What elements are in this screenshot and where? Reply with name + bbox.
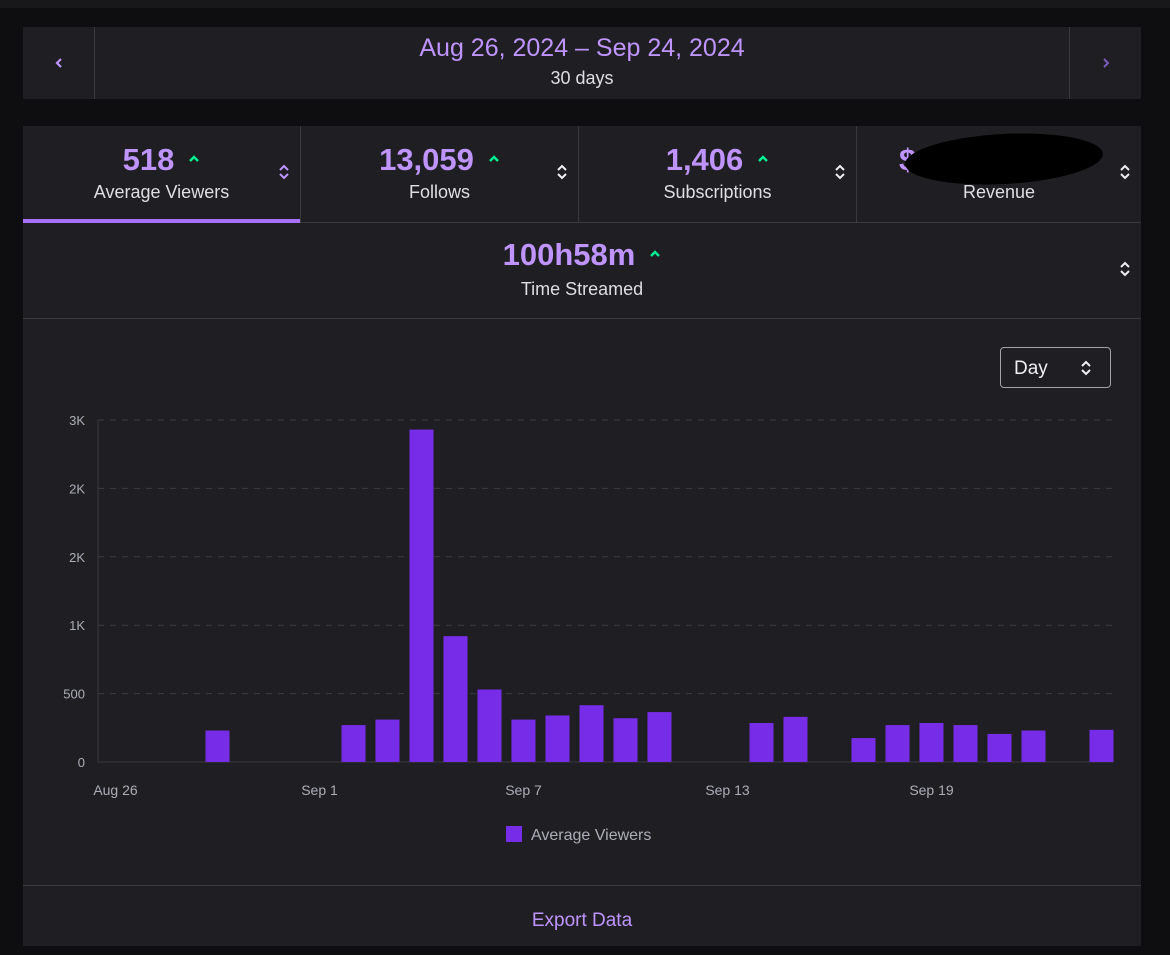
bar-sep-20[interactable] <box>953 725 978 762</box>
trend-up-icon <box>489 155 499 162</box>
date-range-length: 30 days <box>550 68 614 88</box>
bar-sep-18[interactable] <box>885 725 910 762</box>
date-range-title: Aug 26, 2024 – Sep 24, 2024 <box>419 34 745 62</box>
subscriptions-value: 1,406 <box>665 142 744 177</box>
bar-sep-2[interactable] <box>341 725 366 762</box>
redaction-mark <box>903 128 1105 190</box>
follows-value: 13,059 <box>379 142 474 177</box>
trend-up-icon <box>650 250 661 257</box>
y-tick-label: 1K <box>69 618 85 633</box>
tab-subscriptions[interactable]: 1,406 Subscriptions <box>579 126 857 222</box>
select-arrows-icon <box>1081 360 1091 376</box>
bar-sep-3[interactable] <box>375 719 400 762</box>
interval-select-value: Day <box>1014 358 1048 379</box>
bar-sep-9[interactable] <box>579 705 604 762</box>
legend-label[interactable]: Average Viewers <box>531 827 651 844</box>
y-tick-label: 2K <box>69 481 85 496</box>
time-streamed-value: 100h58m <box>502 237 636 272</box>
sort-icon[interactable] <box>1119 162 1131 182</box>
subscriptions-label: Subscriptions <box>663 182 772 202</box>
x-tick-label: Aug 26 <box>93 782 138 798</box>
x-tick-label: Sep 1 <box>301 782 338 798</box>
sort-icon[interactable] <box>278 162 290 182</box>
bar-sep-4[interactable] <box>409 429 434 762</box>
chevron-right-icon <box>1102 58 1109 68</box>
y-tick-label: 3K <box>69 413 85 428</box>
bar-sep-6[interactable] <box>477 689 502 762</box>
y-tick-label: 0 <box>78 755 85 770</box>
bar-sep-24[interactable] <box>1089 729 1114 762</box>
stats-panel: 518 Average Viewers 13,059 Follows 1,406… <box>23 126 1141 946</box>
x-tick-label: Sep 7 <box>505 782 542 798</box>
bar-aug-29[interactable] <box>205 730 230 762</box>
time-streamed-label: Time Streamed <box>520 279 644 299</box>
follows-label: Follows <box>408 182 470 202</box>
average-viewers-label: Average Viewers <box>93 182 230 202</box>
bar-sep-22[interactable] <box>1021 730 1046 762</box>
average-viewers-chart: 0 500 1K 2K 2K 3K Aug 26 Sep 1 Sep 7 Sep 13 Sep 19… <box>63 413 1114 844</box>
date-range-display[interactable]: Aug 26, 2024 – Sep 24, 2024 30 days <box>94 27 1070 99</box>
trend-up-icon <box>758 155 769 162</box>
bar-sep-11[interactable] <box>647 712 672 762</box>
export-bar: Export Data <box>23 885 1141 947</box>
trend-up-icon <box>189 155 200 162</box>
tab-revenue[interactable]: $ Revenue <box>857 126 1141 222</box>
tab-time-streamed[interactable]: 100h58m Time Streamed <box>23 223 1141 319</box>
bar-sep-5[interactable] <box>443 636 468 762</box>
tab-follows[interactable]: 13,059 Follows <box>301 126 579 222</box>
x-tick-label: Sep 13 <box>705 782 750 798</box>
top-strip <box>0 0 1170 8</box>
tab-average-viewers[interactable]: 518 Average Viewers <box>23 126 301 223</box>
next-period-button[interactable] <box>1069 27 1141 99</box>
date-range-bar: Aug 26, 2024 – Sep 24, 2024 30 days <box>23 27 1141 100</box>
bar-sep-21[interactable] <box>987 733 1012 762</box>
sort-icon[interactable] <box>834 162 846 182</box>
sort-icon[interactable] <box>556 162 568 182</box>
bar-sep-15[interactable] <box>783 716 808 762</box>
bar-sep-10[interactable] <box>613 718 638 762</box>
bar-sep-19[interactable] <box>919 723 944 762</box>
previous-period-button[interactable] <box>23 27 95 99</box>
bar-sep-14[interactable] <box>749 723 774 762</box>
legend-swatch[interactable] <box>506 826 522 842</box>
metric-tabs: 518 Average Viewers 13,059 Follows 1,406… <box>23 126 1141 223</box>
x-tick-label: Sep 19 <box>909 782 954 798</box>
bar-sep-8[interactable] <box>545 715 570 762</box>
bar-sep-17[interactable] <box>851 738 876 762</box>
interval-select[interactable]: Day <box>1000 347 1111 388</box>
y-tick-label: 500 <box>63 687 85 702</box>
chevron-left-icon <box>54 58 62 68</box>
export-data-button[interactable]: Export Data <box>531 910 633 931</box>
y-tick-label: 2K <box>69 550 85 565</box>
sort-icon[interactable] <box>1119 259 1131 279</box>
average-viewers-value: 518 <box>122 142 175 177</box>
bar-sep-7[interactable] <box>511 719 536 762</box>
revenue-label: Revenue <box>962 182 1036 202</box>
